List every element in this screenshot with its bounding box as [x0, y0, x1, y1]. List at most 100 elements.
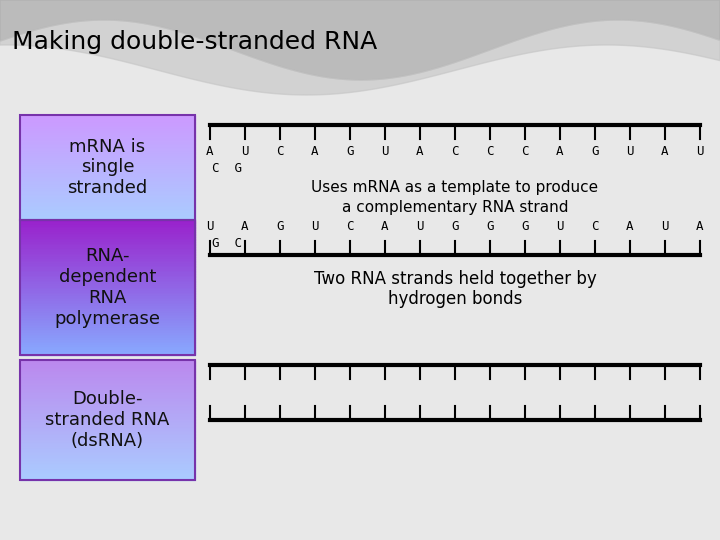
Bar [20, 386, 195, 387]
Bar [20, 166, 195, 167]
Bar [20, 216, 195, 218]
Text: A: A [557, 145, 564, 158]
Bar [20, 321, 195, 323]
Bar [20, 286, 195, 287]
Bar [20, 328, 195, 330]
Bar [20, 338, 195, 340]
Bar [20, 343, 195, 345]
Bar [20, 233, 195, 235]
Bar [20, 378, 195, 380]
Bar [20, 336, 195, 338]
Bar [20, 299, 195, 301]
Text: A: A [696, 220, 703, 233]
Bar [20, 203, 195, 204]
Bar [20, 219, 195, 220]
Bar [20, 274, 195, 276]
Bar [20, 417, 195, 418]
Bar [20, 333, 195, 335]
Bar [20, 242, 195, 244]
Bar [20, 124, 195, 125]
Bar [20, 195, 195, 197]
Bar [20, 340, 195, 341]
Bar [20, 201, 195, 203]
Bar [20, 215, 195, 216]
Bar [20, 453, 195, 455]
Bar [20, 272, 195, 274]
Bar [20, 198, 195, 199]
Bar [20, 335, 195, 336]
Bar [20, 143, 195, 144]
Bar [20, 210, 195, 211]
Text: Double-
stranded RNA
(dsRNA): Double- stranded RNA (dsRNA) [45, 390, 170, 450]
Text: C: C [591, 220, 599, 233]
Bar [20, 165, 195, 166]
Bar [20, 353, 195, 355]
Bar [20, 259, 195, 260]
Bar [20, 222, 195, 224]
Bar [20, 146, 195, 148]
Bar [20, 133, 195, 134]
Bar [20, 435, 195, 436]
Text: A: A [311, 145, 319, 158]
Bar [20, 264, 195, 266]
Text: C: C [486, 145, 494, 158]
Text: G: G [591, 145, 599, 158]
Bar [20, 360, 195, 361]
Bar [20, 426, 195, 428]
Text: U: U [206, 220, 214, 233]
Bar [20, 380, 195, 381]
Bar [20, 390, 195, 392]
Bar [20, 207, 195, 208]
Bar [20, 291, 195, 293]
Bar [20, 462, 195, 463]
Text: a complementary RNA strand: a complementary RNA strand [342, 200, 568, 215]
Bar [20, 432, 195, 434]
Bar [20, 123, 195, 124]
Bar [20, 363, 195, 364]
Bar [20, 382, 195, 384]
Bar [20, 461, 195, 462]
Bar [20, 348, 195, 350]
Bar [20, 161, 195, 162]
Text: A: A [626, 220, 634, 233]
Bar [20, 239, 195, 240]
Bar [20, 330, 195, 332]
Bar [20, 469, 195, 471]
Bar [20, 418, 195, 420]
Bar [20, 162, 195, 164]
Bar [20, 428, 195, 429]
Bar [20, 204, 195, 206]
Bar [20, 235, 195, 237]
Bar [20, 115, 195, 116]
Bar [20, 167, 195, 169]
Bar [20, 132, 195, 133]
Bar [20, 463, 195, 465]
Bar [20, 287, 195, 289]
Bar [20, 232, 195, 233]
Bar [20, 240, 195, 242]
Text: G: G [276, 220, 284, 233]
Bar [20, 450, 195, 451]
Text: U: U [382, 145, 389, 158]
Bar [20, 186, 195, 187]
Bar [20, 279, 195, 281]
Bar [20, 396, 195, 397]
Bar [20, 158, 195, 160]
Bar [20, 402, 195, 403]
Bar [20, 306, 195, 308]
Bar [20, 468, 195, 469]
Bar [20, 254, 195, 255]
Bar [20, 423, 195, 424]
Bar [20, 130, 195, 131]
Bar [20, 255, 195, 257]
Bar [20, 393, 195, 395]
Bar [20, 372, 195, 374]
Text: RNA-
dependent
RNA
polymerase: RNA- dependent RNA polymerase [55, 247, 161, 328]
Bar [20, 145, 195, 146]
Bar [20, 413, 195, 414]
Bar [20, 153, 195, 154]
Bar [20, 187, 195, 188]
Text: C  G: C G [212, 162, 242, 175]
Bar [20, 120, 195, 122]
Bar [20, 245, 195, 247]
